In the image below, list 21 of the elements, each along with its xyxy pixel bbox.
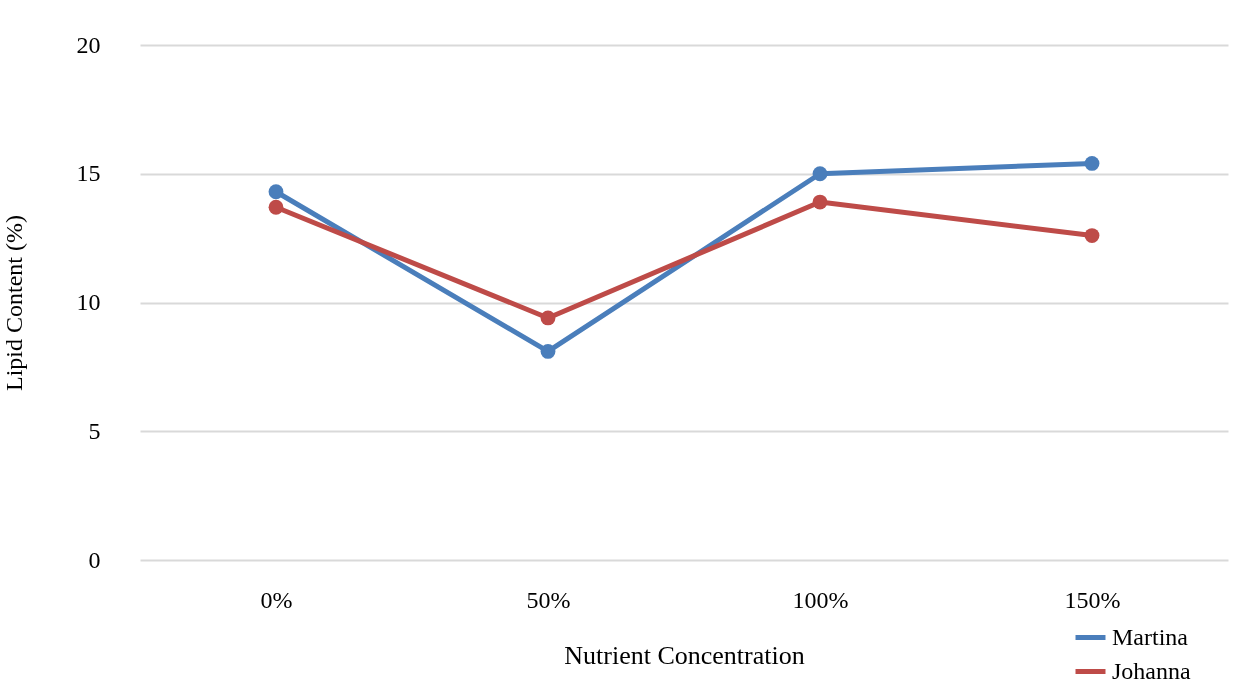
legend-label: Martina [1112, 623, 1189, 650]
point [812, 194, 828, 210]
y-axis-title: Lipid Content (%) [0, 215, 27, 391]
y-tick-label: 0 [88, 546, 101, 573]
y-tick-label: 5 [88, 417, 101, 444]
point [540, 310, 556, 326]
y-tick-label: 10 [76, 289, 101, 315]
point [1084, 156, 1100, 171]
point [268, 184, 284, 200]
y-tick-label: 15 [76, 160, 101, 187]
x-axis-title: Nutrient Concentration [564, 640, 805, 670]
point [812, 166, 828, 182]
point [540, 344, 556, 359]
point [268, 199, 284, 215]
x-tick-label: 50% [526, 586, 571, 613]
x-tick-label: 0% [260, 586, 293, 613]
x-tick-label: 100% [792, 586, 849, 613]
legend-label: Johanna [1112, 657, 1191, 684]
point [1084, 228, 1100, 243]
x-tick-label: 150% [1064, 586, 1121, 613]
y-tick-label: 20 [76, 31, 101, 58]
